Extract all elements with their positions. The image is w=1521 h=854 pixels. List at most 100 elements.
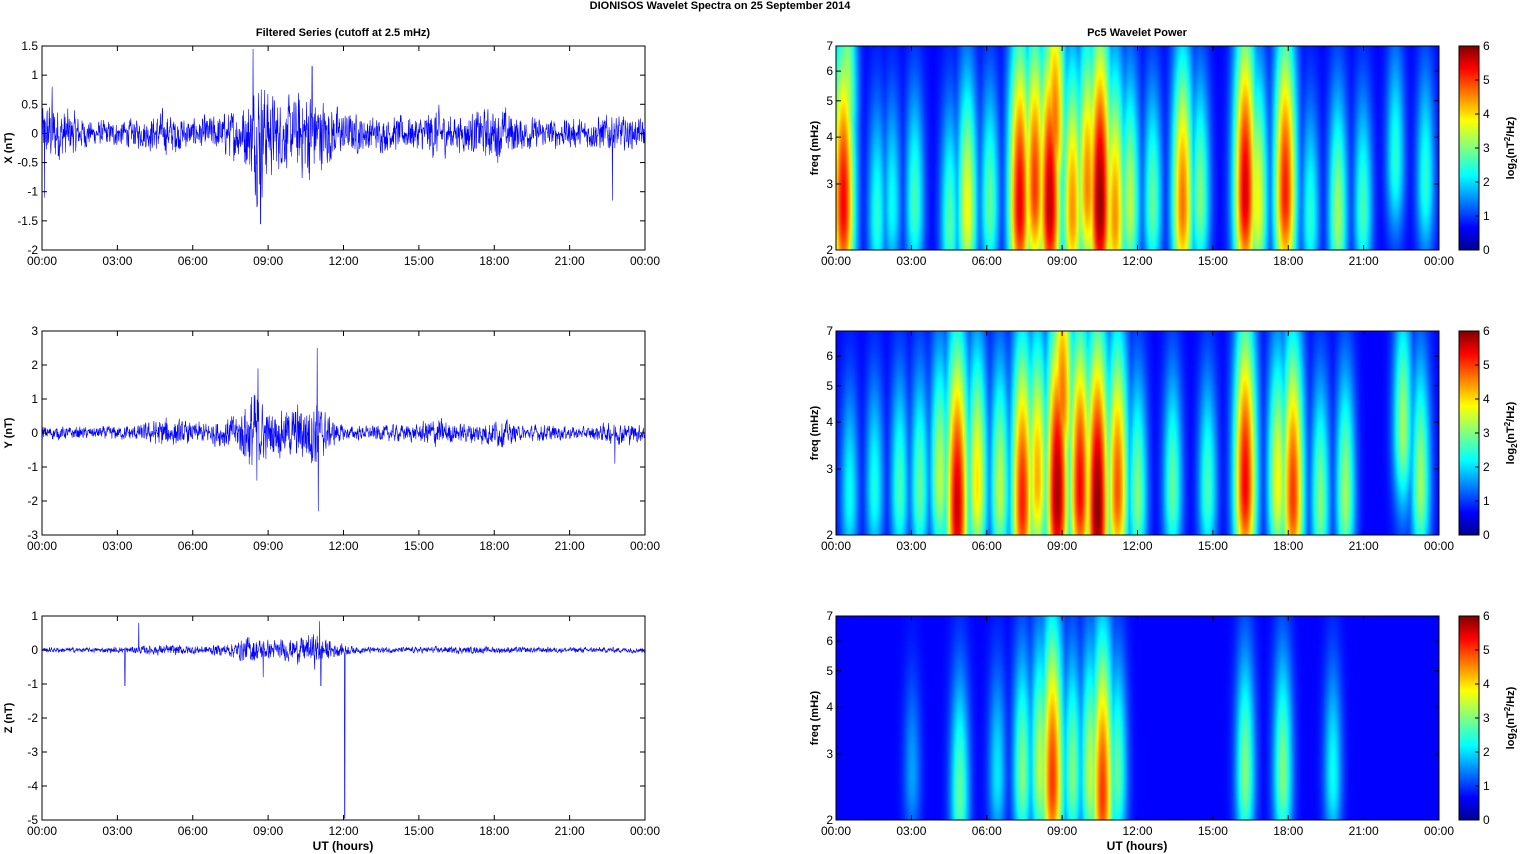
x-tick-label: 00:00 [821,539,851,553]
colorbar-tick-label: 6 [1483,324,1490,338]
series-panel-z: Z (nT) UT (hours) -5 -4 -3 -2 -1 0 1 00:00 03:0… [3,609,660,853]
y-tick-label: 4 [826,130,833,144]
x-tick-label: 03:00 [102,824,132,838]
panel-title: Pc5 Wavelet Power [1087,27,1188,39]
y-tick-label: 0 [31,126,38,140]
y-ticks: 2 3 4 5 6 7 [826,324,1439,542]
colorbar-tick-label: 0 [1483,528,1490,542]
y-tick-label: -3 [27,528,38,542]
y-ticks: 2 3 4 5 6 7 [826,39,1439,257]
x-tick-label: 12:00 [1122,824,1152,838]
x-tick-label: 15:00 [1198,539,1228,553]
figure-title: DIONISOS Wavelet Spectra on 25 September… [590,0,852,12]
y-ticks: 2 3 4 5 6 7 [826,609,1439,827]
colorbar-tick-label: 0 [1483,813,1490,827]
y-tick-label: 3 [31,324,38,338]
y-tick-label: 0.5 [21,97,38,111]
x-tick-label: 18:00 [1273,254,1303,268]
y-tick-label: -4 [27,779,38,793]
colorbar-tick-label: 2 [1483,460,1490,474]
series-line [42,621,645,819]
series-trace [42,621,645,819]
x-tick-label: 03:00 [102,539,132,553]
y-axis-label: freq (mHz) [809,690,821,745]
colorbar: log2(nT2/Hz) 0 1 2 3 4 5 6 [1458,324,1519,542]
x-tick-label: 06:00 [178,824,208,838]
y-tick-label: 2 [826,813,833,827]
x-tick-label: 15:00 [404,539,434,553]
y-tick-label: -1 [27,185,38,199]
wavelet-panel-x: Pc5 Wavelet Power freq (mHz) 2 3 4 5 6 7 00:0… [809,27,1519,268]
x-ticks: 00:00 03:00 06:00 09:00 12:00 15:00 18:00 21:00… [27,616,660,838]
x-tick-label: 09:00 [1047,824,1077,838]
x-tick-label: 03:00 [896,824,926,838]
series-trace [42,48,645,225]
x-tick-label: 21:00 [555,824,585,838]
y-tick-label: 6 [826,349,833,363]
x-ticks: 00:00 03:00 06:00 09:00 12:00 15:00 18:00 21:00… [821,46,1454,268]
x-tick-label: 21:00 [1349,254,1379,268]
x-tick-label: 00:00 [630,539,660,553]
y-tick-label: 4 [826,700,833,714]
colorbar-label: log2(nT2/Hz) [1503,686,1519,749]
x-tick-label: 18:00 [479,254,509,268]
spectrogram-image [836,616,1439,820]
x-tick-label: 15:00 [404,824,434,838]
colorbar-tick-label: 4 [1483,392,1490,406]
colorbar-tick-label: 5 [1483,358,1490,372]
x-tick-label: 09:00 [1047,539,1077,553]
colorbar-tick-label: 3 [1483,426,1490,440]
y-tick-label: -1.5 [17,214,38,228]
x-tick-label: 12:00 [328,539,358,553]
y-tick-label: -1 [27,460,38,474]
x-tick-label: 18:00 [1273,824,1303,838]
x-tick-label: 06:00 [178,254,208,268]
x-tick-label: 00:00 [27,824,57,838]
colorbar-tick-label: 0 [1483,243,1490,257]
x-tick-label: 09:00 [253,824,283,838]
x-tick-label: 06:00 [972,539,1002,553]
y-tick-label: 1 [31,609,38,623]
x-tick-label: 21:00 [1349,824,1379,838]
colorbar-tick-label: 1 [1483,209,1490,223]
y-tick-label: 7 [826,39,833,53]
colorbar: log2(nT2/Hz) 0 1 2 3 4 5 6 [1458,39,1519,257]
x-tick-label: 15:00 [1198,254,1228,268]
colorbar-tick-label: 3 [1483,711,1490,725]
series-panel-y: Y (nT) -3 -2 -1 0 1 2 3 00:00 03:00 06:00 09:00 12… [3,324,660,553]
y-tick-label: -3 [27,745,38,759]
y-tick-label: 2 [826,528,833,542]
colorbar-label: log2(nT2/Hz) [1503,401,1519,464]
y-tick-label: 5 [826,94,833,108]
y-tick-label: 7 [826,324,833,338]
panel-title: Filtered Series (cutoff at 2.5 mHz) [256,27,431,39]
x-tick-label: 18:00 [1273,539,1303,553]
y-tick-label: 1 [31,392,38,406]
y-tick-label: 0 [31,643,38,657]
x-tick-label: 12:00 [1122,254,1152,268]
colorbar-tick-label: 1 [1483,494,1490,508]
x-ticks: 00:00 03:00 06:00 09:00 12:00 15:00 18:00 21:00… [27,46,660,268]
x-ticks: 00:00 03:00 06:00 09:00 12:00 15:00 18:00 21:00… [821,616,1454,838]
y-tick-label: 5 [826,379,833,393]
x-ticks: 00:00 03:00 06:00 09:00 12:00 15:00 18:00 21:00… [27,331,660,553]
y-ticks: -5 -4 -3 -2 -1 0 1 [27,609,645,827]
y-tick-label: -1 [27,677,38,691]
x-tick-label: 00:00 [821,824,851,838]
x-tick-label: 00:00 [1424,254,1454,268]
colorbar-tick-label: 6 [1483,39,1490,53]
y-tick-label: -2 [27,711,38,725]
x-tick-label: 03:00 [896,254,926,268]
y-tick-label: 2 [31,358,38,372]
y-tick-label: -0.5 [17,156,38,170]
x-tick-label: 06:00 [178,539,208,553]
colorbar-tick-label: 2 [1483,175,1490,189]
x-tick-label: 00:00 [630,824,660,838]
series-panel-x: Filtered Series (cutoff at 2.5 mHz) X (n… [3,27,660,268]
y-tick-label: 3 [826,177,833,191]
y-ticks: -3 -2 -1 0 1 2 3 [27,324,645,542]
series-trace [42,347,645,512]
x-axis-label: UT (hours) [313,839,374,853]
